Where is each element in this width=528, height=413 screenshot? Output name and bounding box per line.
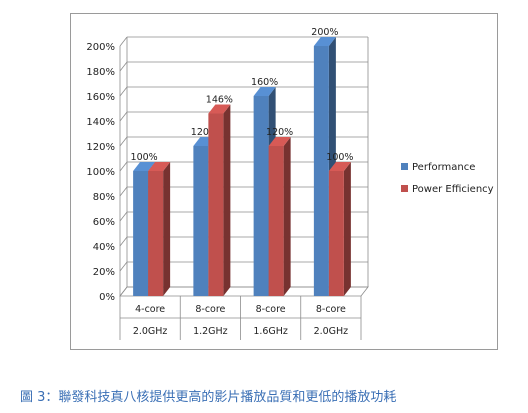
y-tick-label: 200% [86,42,115,53]
x-category-sublabel: 1.6GHz [253,326,288,337]
bar-performance [253,96,269,296]
bar-performance [313,46,329,296]
bar-power-efficiency [208,113,224,296]
data-label: 160% [251,77,278,88]
bar-side-power-efficiency [163,162,171,296]
y-tick-label: 0% [99,292,115,303]
x-category-label: 8-core [256,304,286,315]
figure-caption: 圖 3：聯發科技真八核提供更高的影片播放品質和更低的播放功耗 [20,390,397,405]
y-tick-label: 120% [86,142,115,153]
chart-container: 0% 20% 40% 60% 80% 100% 120% 140% 160% 180% 200% 10… [70,13,498,350]
data-label: 100% [131,152,158,163]
gridline-side [119,111,128,122]
bar-chart: 0% 20% 40% 60% 80% 100% 120% 140% 160% 180% 200% 10… [86,27,494,340]
bar-power-efficiency [268,146,284,296]
bar-top-power-efficiency [268,137,291,146]
x-category-label: 8-core [195,304,225,315]
data-label: 200% [311,27,338,38]
y-tick-label: 60% [93,217,115,228]
bar-top-power-efficiency [328,162,351,171]
y-tick-label: 40% [93,242,115,253]
gridline-side [119,36,128,47]
data-label: 146% [206,95,233,106]
data-label: 120% [266,127,293,138]
gridline-side [119,161,128,172]
gridline-side [119,211,128,222]
y-tick-label: 140% [86,117,115,128]
bar-side-power-efficiency [283,137,291,296]
x-category-sublabel: 1.2GHz [193,326,228,337]
gridline-side [119,61,128,72]
data-label: 100% [326,152,353,163]
bar-side-power-efficiency [223,104,231,296]
y-tick-label: 100% [86,167,115,178]
legend-swatch-performance [401,163,408,170]
gridline-side [119,186,128,197]
bar-performance [193,146,209,296]
gridline-side [119,136,128,147]
legend-label: Performance [412,162,475,173]
x-category-sublabel: 2.0GHz [133,326,168,337]
y-tick-label: 180% [86,67,115,78]
legend-swatch-power-efficiency [401,185,408,192]
bar-top-power-efficiency [208,104,231,114]
gridline-side [119,236,128,247]
y-tick-label: 20% [93,267,115,278]
legend-label: Power Efficiency [412,184,494,195]
gridline-side [119,86,128,97]
bar-top-power-efficiency [148,162,171,171]
x-category-label: 8-core [316,304,346,315]
x-category-sublabel: 2.0GHz [314,326,349,337]
bar-top-performance [253,87,276,96]
bar-side-power-efficiency [343,162,351,296]
y-tick-label: 80% [93,192,115,203]
bar-power-efficiency [328,171,344,296]
bar-power-efficiency [148,171,164,296]
gridline-side [119,261,128,272]
bar-top-performance [313,37,336,46]
bar-performance [133,171,149,296]
y-tick-label: 160% [86,92,115,103]
x-category-label: 4-core [135,304,165,315]
data-label: 120% [191,127,218,138]
bar-top-performance [133,162,156,171]
